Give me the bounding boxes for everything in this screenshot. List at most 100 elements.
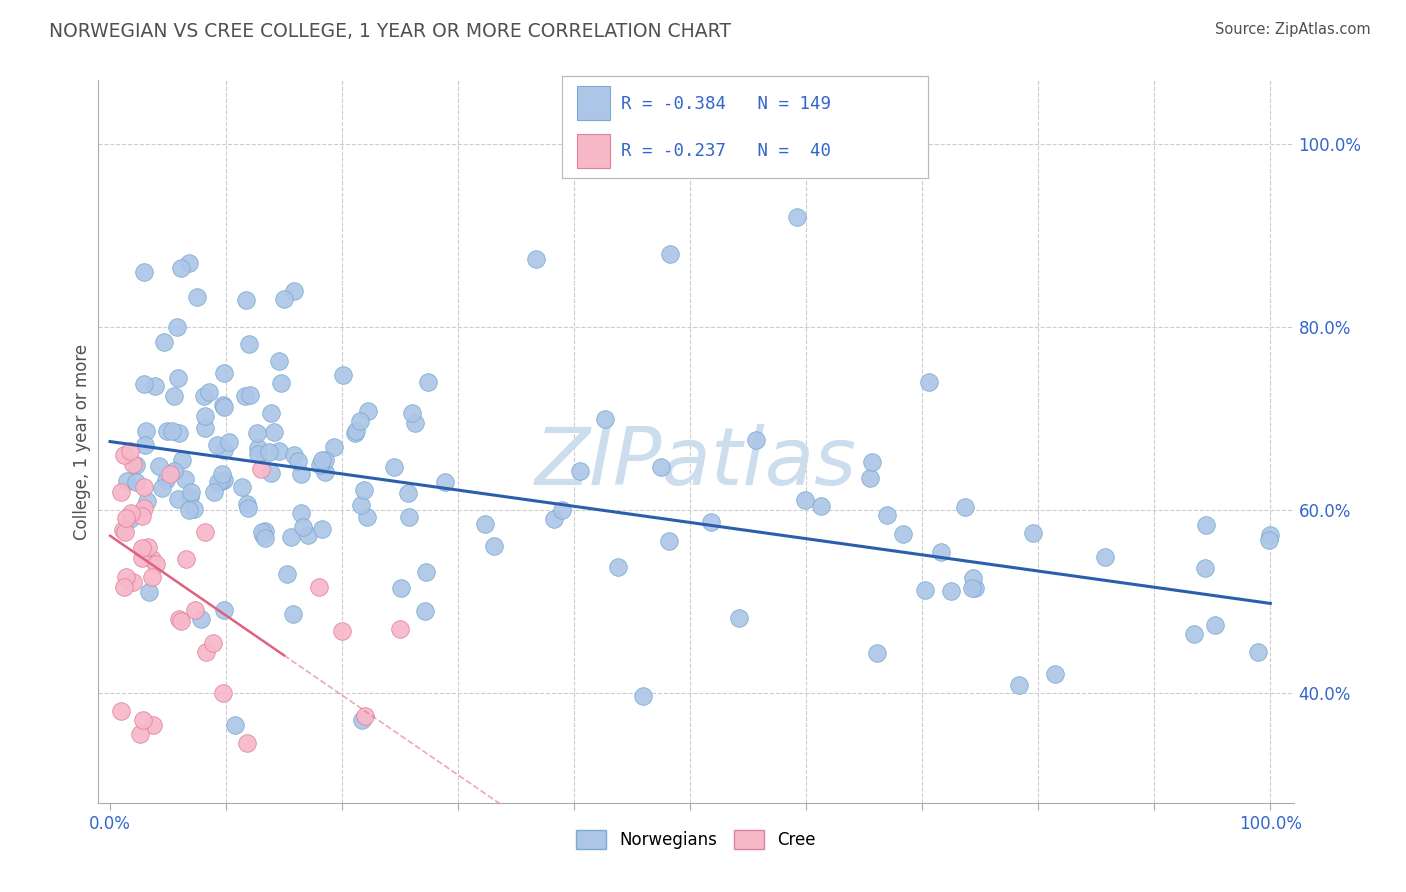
Point (250, 525, 273, 540)
Point (259, 445, 281, 459)
Point (194, 421, 217, 435)
Point (148, 459, 170, 474)
Point (314, 465, 336, 479)
Point (308, 580, 330, 594)
Point (349, 414, 371, 428)
Point (297, 528, 319, 542)
Point (115, 474, 138, 488)
Point (155, 473, 177, 487)
Point (962, 571, 984, 585)
Point (194, 525, 217, 540)
Point (236, 736, 259, 750)
Point (134, 265, 156, 279)
FancyBboxPatch shape (576, 135, 610, 168)
Point (270, 376, 292, 391)
Point (349, 498, 371, 512)
Point (212, 686, 235, 700)
Text: ZIPatlas: ZIPatlas (534, 425, 858, 502)
Point (398, 510, 420, 524)
Point (291, 520, 314, 534)
Point (110, 484, 132, 499)
Point (194, 645, 217, 659)
Point (212, 366, 235, 380)
Point (332, 368, 354, 382)
Point (183, 501, 205, 516)
Point (236, 497, 259, 511)
Point (179, 256, 201, 270)
Point (344, 425, 367, 440)
Point (396, 486, 419, 500)
Point (132, 714, 155, 728)
Point (267, 444, 290, 458)
Point (311, 522, 333, 536)
Point (1258, 533, 1281, 547)
Point (209, 474, 232, 488)
Point (631, 690, 654, 704)
Point (658, 533, 681, 548)
Point (965, 581, 987, 595)
Point (1094, 549, 1116, 564)
Point (273, 292, 295, 306)
Point (283, 448, 305, 462)
Point (205, 438, 228, 452)
Text: NORWEGIAN VS CREE COLLEGE, 1 YEAR OR MORE CORRELATION CHART: NORWEGIAN VS CREE COLLEGE, 1 YEAR OR MOR… (49, 22, 731, 41)
Point (929, 545, 952, 559)
Point (115, 570, 138, 584)
Point (939, 584, 962, 599)
Point (160, 424, 183, 438)
Point (352, 714, 374, 728)
Point (159, 467, 181, 481)
Point (177, 503, 200, 517)
Point (120, 506, 142, 520)
Point (212, 398, 235, 412)
Point (276, 566, 298, 581)
Point (129, 727, 152, 741)
Y-axis label: College, 1 year or more: College, 1 year or more (73, 343, 91, 540)
Point (1204, 618, 1226, 632)
Point (524, 252, 547, 266)
Point (194, 409, 217, 423)
Point (290, 506, 312, 520)
Point (212, 603, 235, 617)
Point (727, 610, 749, 624)
Point (280, 530, 302, 544)
Point (356, 510, 378, 524)
Point (1043, 666, 1066, 681)
Point (236, 501, 259, 516)
Point (267, 354, 290, 368)
Legend: Norwegians, Cree: Norwegians, Cree (569, 823, 823, 856)
Point (1021, 525, 1043, 540)
Point (163, 389, 186, 403)
Point (125, 475, 148, 489)
Point (543, 512, 565, 526)
Point (1195, 518, 1218, 533)
Point (190, 612, 212, 626)
Point (166, 319, 188, 334)
Point (263, 425, 285, 440)
Point (214, 443, 236, 458)
Point (859, 471, 882, 485)
Point (211, 467, 233, 481)
Point (169, 614, 191, 628)
Point (131, 541, 153, 556)
Point (238, 336, 260, 351)
Point (484, 539, 506, 553)
Point (353, 483, 375, 498)
Point (134, 543, 156, 558)
Point (136, 493, 159, 508)
Point (174, 552, 197, 566)
FancyBboxPatch shape (576, 87, 610, 120)
Point (283, 284, 305, 298)
Point (122, 574, 145, 589)
Point (131, 551, 153, 566)
Point (786, 211, 808, 225)
Point (253, 531, 276, 545)
Point (914, 583, 936, 598)
Point (239, 387, 262, 401)
Point (135, 424, 157, 438)
Point (389, 581, 412, 595)
Point (810, 499, 832, 513)
Point (170, 261, 193, 276)
Point (186, 290, 208, 304)
Point (1182, 627, 1205, 641)
